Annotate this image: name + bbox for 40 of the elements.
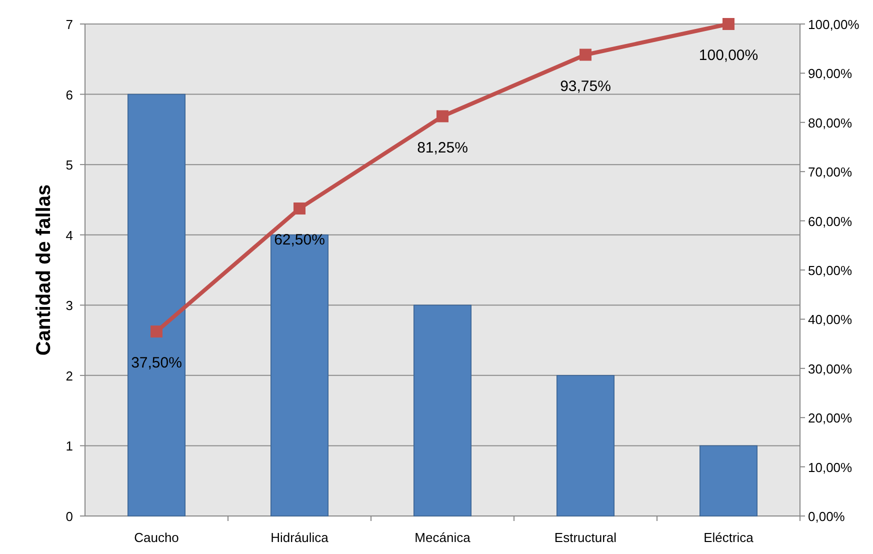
data-label: 81,25% bbox=[417, 139, 468, 156]
y-tick-label: 3 bbox=[66, 298, 73, 314]
x-tick-label: Eléctrica bbox=[704, 530, 754, 545]
bar bbox=[556, 375, 614, 516]
y-tick-label: 4 bbox=[66, 228, 73, 243]
y-tick-label: 1 bbox=[66, 438, 73, 454]
bar bbox=[128, 94, 186, 516]
y2-tick-label: 0,00% bbox=[808, 509, 846, 524]
point bbox=[150, 326, 162, 338]
bar bbox=[700, 445, 758, 516]
y-tick-label: 5 bbox=[66, 158, 73, 173]
point bbox=[436, 110, 448, 122]
point bbox=[722, 18, 734, 30]
y-tick-label: 2 bbox=[66, 368, 73, 384]
data-label: 93,75% bbox=[560, 78, 611, 95]
y-tick-label: 7 bbox=[66, 17, 73, 32]
x-tick-label: Hidráulica bbox=[270, 530, 330, 545]
data-label: 100,00% bbox=[698, 47, 758, 64]
y-tick-label: 0 bbox=[66, 509, 73, 524]
point bbox=[294, 202, 306, 214]
bar bbox=[270, 234, 328, 516]
y-axis-title: Cantidad de fallas bbox=[33, 184, 55, 356]
x-tick-label: Estructural bbox=[554, 530, 617, 545]
data-label: 37,50% bbox=[131, 354, 182, 372]
y2-tick-label: 80,00% bbox=[808, 115, 853, 130]
y2-tick-label: 70,00% bbox=[808, 164, 853, 180]
y2-tick-label: 30,00% bbox=[808, 361, 853, 376]
y2-tick-label: 100,00% bbox=[808, 17, 860, 32]
y2-tick-label: 60,00% bbox=[808, 214, 853, 229]
data-label: 62,50% bbox=[274, 232, 325, 248]
y2-tick-label: 40,00% bbox=[808, 312, 853, 328]
x-tick-label: Mecánica bbox=[414, 530, 472, 545]
y2-tick-label: 90,00% bbox=[808, 66, 853, 82]
y2-tick-label: 10,00% bbox=[808, 460, 853, 475]
y-tick-label: 6 bbox=[66, 87, 73, 102]
x-tick-label: Caucho bbox=[134, 530, 179, 545]
bar bbox=[414, 304, 472, 516]
y2-tick-label: 20,00% bbox=[808, 410, 853, 426]
point bbox=[580, 48, 592, 61]
y2-tick-label: 50,00% bbox=[808, 263, 853, 278]
